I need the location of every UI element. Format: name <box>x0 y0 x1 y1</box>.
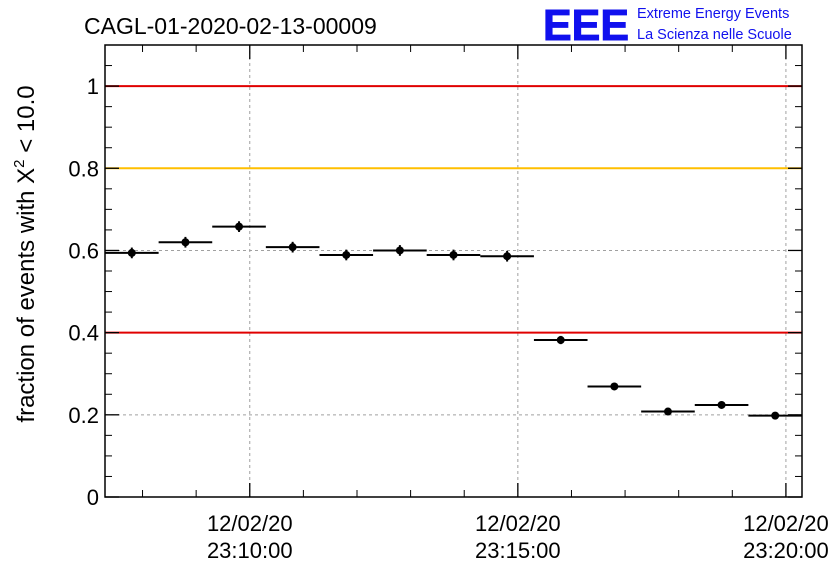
logo-line2: La Scienza nelle Scuole <box>637 27 792 43</box>
plot-frame <box>104 44 803 498</box>
data-marker <box>342 250 351 259</box>
y-tick-label: 0.6 <box>68 238 99 263</box>
y-tick-label: 0 <box>87 485 99 510</box>
data-marker <box>717 400 726 409</box>
data-marker <box>771 411 780 420</box>
data-marker <box>181 238 190 247</box>
x-tick-label-time: 23:10:00 <box>207 538 293 563</box>
data-point <box>641 407 695 416</box>
logo-line1: Extreme Energy Events <box>637 6 789 22</box>
x-tick-label-time: 23:15:00 <box>475 538 561 563</box>
y-tick-label: 1 <box>87 74 99 99</box>
data-point <box>265 241 320 253</box>
data-point <box>158 236 213 248</box>
grid-lines <box>105 45 802 497</box>
data-point <box>105 247 159 259</box>
chart-title: CAGL-01-2020-02-13-00009 <box>84 13 377 39</box>
y-axis-label: fraction of events with Χ2 < 10.0 <box>11 85 40 422</box>
data-point <box>373 245 427 256</box>
data-marker <box>288 243 297 252</box>
x-tick-label-date: 12/02/20 <box>475 511 561 536</box>
eee-logo-letters: EEE <box>543 1 629 50</box>
data-point <box>587 382 642 391</box>
x-tick-label-date: 12/02/20 <box>743 511 829 536</box>
data-points <box>105 221 802 420</box>
y-tick-label: 0.8 <box>68 156 99 181</box>
axes <box>104 44 803 498</box>
y-tick-label: 0.4 <box>68 321 99 346</box>
data-marker <box>556 336 565 345</box>
y-tick-label: 0.2 <box>68 403 99 428</box>
y-tick-labels: 0 0.2 0.4 0.6 0.8 1 <box>68 74 99 510</box>
data-point <box>212 221 266 232</box>
x-tick-label-date: 12/02/20 <box>207 511 293 536</box>
data-point <box>426 249 481 261</box>
eee-logo: EEE Extreme Energy Events La Scienza nel… <box>543 1 792 51</box>
y-axis-label-superscript: 2 <box>11 159 28 167</box>
data-marker <box>503 252 512 261</box>
data-point <box>480 250 534 262</box>
y-axis-label-suffix: < 10.0 <box>13 85 40 159</box>
reference-lines <box>105 85 802 334</box>
data-marker <box>395 246 404 255</box>
data-point <box>319 249 374 261</box>
x-tick-label-time: 23:20:00 <box>743 538 829 563</box>
y-axis-label-prefix: fraction of events with <box>13 184 40 423</box>
data-point <box>694 400 749 409</box>
data-point <box>533 335 588 345</box>
data-marker <box>663 407 672 416</box>
x-tick-labels: 12/02/2023:10:0012/02/2023:15:0012/02/20… <box>207 511 829 563</box>
data-marker <box>235 222 244 231</box>
data-marker <box>610 382 619 391</box>
data-point <box>748 411 802 420</box>
data-marker <box>449 250 458 259</box>
y-axis-label-symbol: Χ <box>13 168 40 184</box>
data-marker <box>127 248 136 257</box>
